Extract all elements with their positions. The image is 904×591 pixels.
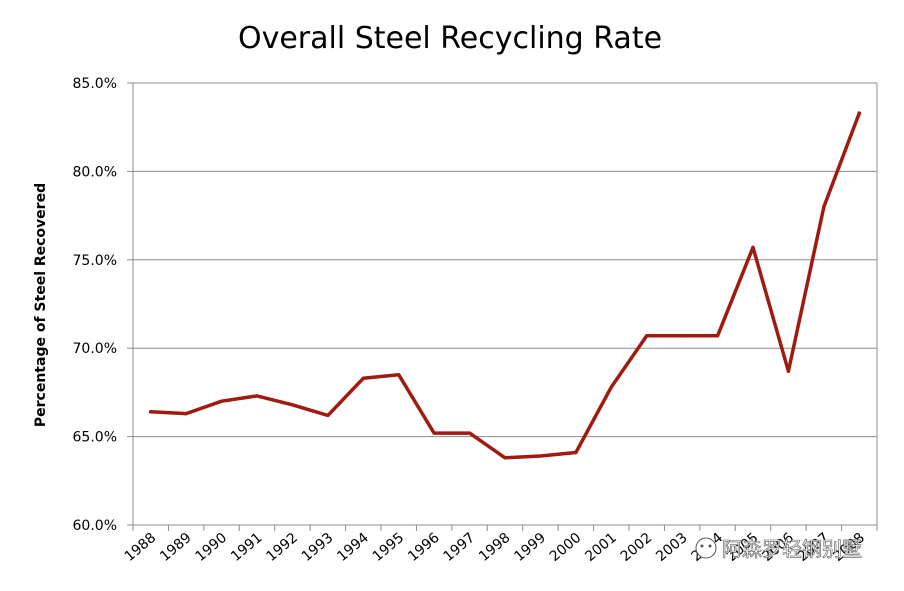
x-tick-label: 1999: [511, 530, 549, 565]
x-tick-label: 1992: [263, 530, 301, 565]
y-tick-label: 60.0%: [73, 518, 117, 534]
series-line: [148, 111, 862, 460]
x-tick-label: 2001: [582, 530, 620, 565]
wechat-icon: [695, 537, 717, 559]
data-point: [361, 376, 365, 380]
data-point: [751, 245, 755, 249]
data-point: [609, 385, 613, 389]
watermark: 阿森罗轻钢别墅: [695, 537, 862, 561]
x-tick-label: 1993: [299, 530, 337, 565]
data-point: [397, 373, 401, 377]
data-point: [255, 394, 259, 398]
x-tick-label: 1989: [157, 530, 195, 565]
data-series: [148, 111, 862, 460]
x-tick-label: 1994: [334, 530, 372, 565]
data-point: [538, 454, 543, 458]
y-tick-labels: 60.0% 65.0% 70.0% 75.0% 80.0% 85.0%: [73, 76, 117, 534]
data-point: [149, 410, 153, 414]
wechat-icon-eye-left: [700, 544, 704, 548]
x-tick-label: 2002: [618, 530, 656, 565]
data-point: [326, 413, 330, 417]
axes: [127, 82, 878, 531]
data-point: [432, 431, 436, 435]
x-tick-label: 1997: [441, 530, 479, 565]
data-point: [716, 334, 720, 338]
x-tick-label: 1991: [228, 530, 266, 565]
data-point: [680, 334, 684, 338]
y-tick-label: 70.0%: [73, 341, 117, 357]
x-tick-label: 2000: [547, 530, 585, 565]
data-point: [290, 403, 294, 407]
y-axis-label: Percentage of Steel Recovered: [33, 183, 49, 427]
y-tick-label: 85.0%: [73, 76, 117, 92]
data-point: [468, 431, 472, 435]
data-point: [184, 412, 188, 416]
x-tick-label: 1990: [193, 530, 231, 565]
chart-title: Overall Steel Recycling Rate: [238, 21, 662, 56]
y-tick-label: 80.0%: [73, 164, 117, 180]
y-tick-label: 65.0%: [73, 430, 117, 446]
watermark-text: 阿森罗轻钢别墅: [722, 537, 862, 561]
x-tick-label: 2003: [653, 530, 691, 565]
data-point: [503, 456, 507, 460]
data-point: [645, 334, 649, 338]
data-point: [786, 369, 791, 373]
data-point: [822, 205, 826, 209]
x-tick-label: 1998: [476, 530, 514, 565]
data-point: [574, 450, 578, 455]
x-tick-label: 1995: [370, 530, 408, 565]
x-tick-label: 1988: [122, 530, 160, 565]
x-tick-label: 1996: [405, 530, 443, 565]
y-tick-label: 75.0%: [73, 253, 117, 269]
wechat-icon-eye-right: [708, 544, 712, 548]
data-point: [220, 399, 224, 403]
data-point: [857, 111, 861, 115]
